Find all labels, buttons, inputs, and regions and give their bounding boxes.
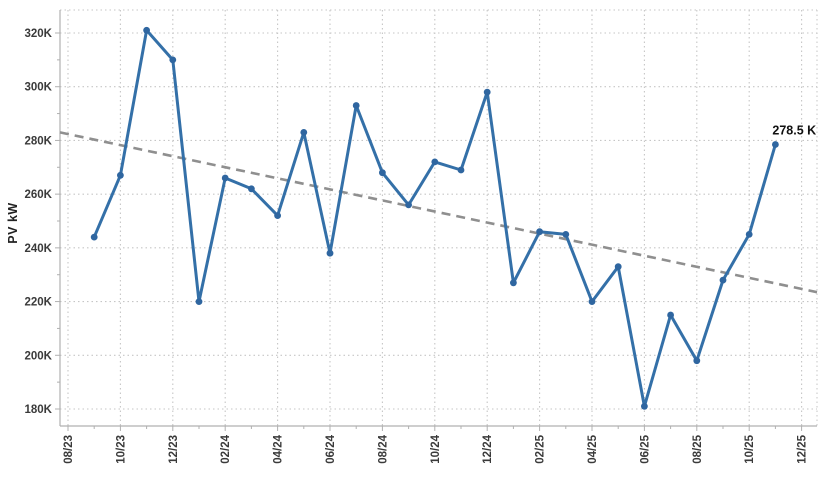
x-tick-label: 12/24: [482, 434, 494, 463]
data-point[interactable]: [614, 263, 622, 271]
data-point[interactable]: [221, 174, 229, 182]
x-tick-label: 08/23: [63, 435, 75, 464]
data-point[interactable]: [667, 311, 674, 319]
data-point[interactable]: [483, 88, 491, 96]
data-point[interactable]: [352, 102, 360, 109]
data-point[interactable]: [169, 56, 177, 64]
x-tick-label: 10/23: [115, 435, 127, 464]
x-tick-label: 02/25: [535, 434, 547, 463]
data-point[interactable]: [719, 276, 727, 284]
data-point[interactable]: [195, 298, 203, 305]
data-point[interactable]: [562, 231, 570, 238]
data-point[interactable]: [536, 228, 543, 236]
data-point[interactable]: [326, 249, 334, 257]
y-tick-label: 300K: [25, 82, 53, 94]
y-tick-label: 320K: [25, 28, 53, 40]
x-tick-label: 12/23: [168, 435, 180, 464]
y-tick-label: 200K: [25, 350, 53, 362]
y-tick-label: 280K: [25, 135, 53, 147]
trendline: [59, 131, 818, 294]
data-point[interactable]: [300, 129, 308, 136]
data-point[interactable]: [248, 185, 255, 193]
x-tick-label: 10/24: [430, 434, 442, 463]
x-tick-label: 06/25: [639, 434, 651, 463]
data-point[interactable]: [745, 231, 753, 238]
x-tick-label: 08/24: [377, 434, 389, 463]
data-point[interactable]: [379, 169, 386, 177]
data-point[interactable]: [772, 141, 779, 148]
x-tick-label: 02/24: [220, 434, 232, 463]
data-point[interactable]: [431, 158, 439, 166]
x-tick-label: 06/24: [325, 434, 337, 463]
data-point[interactable]: [510, 279, 517, 287]
data-point[interactable]: [143, 26, 151, 34]
data-point[interactable]: [641, 402, 648, 410]
y-tick-label: 240K: [25, 243, 53, 255]
x-tick-label: 04/25: [587, 434, 599, 463]
x-tick-label: 08/25: [692, 434, 704, 463]
data-point[interactable]: [405, 201, 412, 209]
y-tick-label: 220K: [25, 297, 53, 309]
data-point[interactable]: [117, 171, 124, 179]
x-tick-label: 04/24: [273, 434, 285, 463]
y-tick-label: 180K: [25, 404, 53, 416]
data-point[interactable]: [274, 212, 281, 220]
x-tick-label: 10/25: [744, 434, 756, 463]
x-tick-label: 12/25: [797, 434, 809, 463]
last-value-annotation: 278.5 K: [772, 124, 816, 138]
data-point[interactable]: [588, 298, 596, 305]
data-point[interactable]: [693, 357, 701, 365]
data-point[interactable]: [457, 166, 465, 174]
data-point[interactable]: [90, 233, 98, 241]
y-tick-label: 260K: [25, 189, 53, 201]
y-axis-title: PV kW: [6, 202, 20, 243]
